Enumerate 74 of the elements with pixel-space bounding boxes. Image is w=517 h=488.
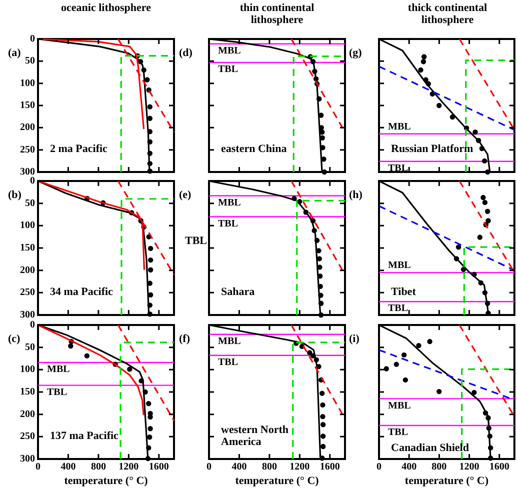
x-tick-label: 800 <box>432 462 447 473</box>
y-tick-label: 200 <box>20 408 35 420</box>
y-tick-label: 0 <box>30 34 35 45</box>
chart-title: thick continental lithosphere <box>406 2 488 26</box>
annotation: 2 ma Pacific <box>50 143 108 156</box>
y-tick-label: 0 <box>30 176 35 187</box>
annotation: Russian Platform <box>391 143 474 156</box>
ref-line-label: TBL <box>388 427 408 438</box>
ref-line-label: TBL <box>218 218 238 230</box>
ref-line-label: MBL <box>218 336 242 347</box>
text: (d) <box>179 46 193 59</box>
annotation: Sahara <box>221 286 256 298</box>
y-tick-label: 300 <box>20 166 35 178</box>
x-tick-label: 1200 <box>290 462 310 473</box>
annotation: 34 ma Pacific <box>50 286 114 298</box>
ref-line-label: TBL <box>388 303 408 314</box>
x-axis-title: temperature (° C) <box>235 475 320 488</box>
x-axis-title: temperature (° C) <box>404 475 489 488</box>
y-tick-label: 100 <box>20 364 35 376</box>
x-tick-label: 1600 <box>148 462 169 473</box>
y-tick-label: 0 <box>30 320 35 331</box>
y-tick-label: 250 <box>20 144 35 156</box>
text: (h) <box>349 188 363 201</box>
x-tick-label: 400 <box>402 462 417 473</box>
x-axis-title: temperature (° C) <box>64 475 148 488</box>
y-tick-label: 100 <box>20 220 35 232</box>
ref-line-label: MBL <box>388 260 412 272</box>
text: (i) <box>349 332 360 345</box>
y-tick-label: 250 <box>20 287 35 298</box>
x-tick-label: 1600 <box>489 462 510 473</box>
text: (f) <box>179 332 190 345</box>
text: (b) <box>8 188 22 201</box>
x-tick-label: 1200 <box>118 462 139 473</box>
ref-line-label: TBL <box>218 64 238 76</box>
chart-title: oceanic lithosphere <box>60 2 152 14</box>
y-tick-label: 250 <box>20 431 35 442</box>
text: (a) <box>8 46 22 59</box>
ref-line-label: TBL <box>388 162 408 174</box>
annotation: Tibet <box>391 286 416 298</box>
y-tick-label: 50 <box>25 198 35 209</box>
x-tick-label: 400 <box>60 462 76 473</box>
ref-line-label: TBL <box>218 356 238 368</box>
y-tick-label: 100 <box>20 78 35 89</box>
y-tick-label: 300 <box>20 310 35 321</box>
y-tick-label: 150 <box>20 386 35 398</box>
y-tick-label: 200 <box>20 264 35 276</box>
annotation: eastern China <box>221 143 288 156</box>
y-tick-label: 200 <box>20 122 35 134</box>
y-tick-label: 50 <box>25 342 35 353</box>
ref-line-label: MBL <box>388 121 412 132</box>
y-tick-label: 150 <box>20 242 35 254</box>
text: (e) <box>179 188 192 201</box>
x-tick-label: 0 <box>206 462 212 473</box>
annotation: western North America <box>221 424 289 448</box>
ref-line-label: MBL <box>47 364 70 376</box>
x-tick-label: 0 <box>376 462 382 473</box>
ref-line-label: MBL <box>218 197 242 208</box>
x-tick-label: 800 <box>262 462 277 473</box>
y-tick-label: 300 <box>20 454 35 465</box>
text: TBL <box>185 235 208 248</box>
annotation: 137 ma Pacific <box>50 430 119 442</box>
x-tick-label: 400 <box>232 462 247 473</box>
ref-line-label: TBL <box>47 386 68 398</box>
text: (g) <box>349 46 362 59</box>
chart-title: thin continental lithosphere <box>238 2 316 26</box>
annotation: Canadian Shield <box>391 442 469 454</box>
ref-line-label: MBL <box>388 400 412 412</box>
y-tick-label: 150 <box>20 100 35 112</box>
y-tick-label: 50 <box>25 56 35 67</box>
x-tick-label: 1600 <box>320 462 340 473</box>
x-tick-label: 800 <box>90 462 106 473</box>
text: (c) <box>8 332 21 345</box>
x-tick-label: 1200 <box>459 462 480 473</box>
ref-line-label: MBL <box>218 45 242 56</box>
